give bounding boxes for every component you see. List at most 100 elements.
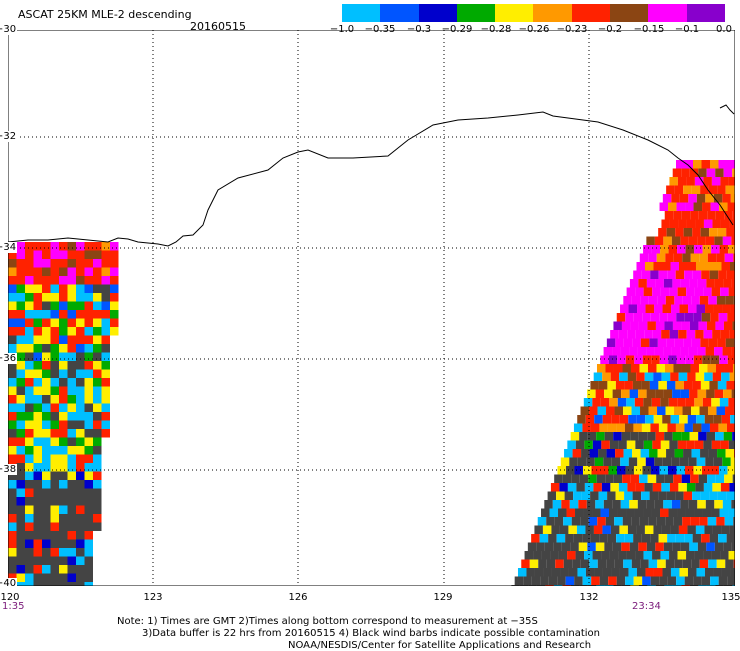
wind-cell: [8, 259, 17, 268]
wind-cell: [648, 254, 657, 263]
wind-cell: [632, 449, 641, 458]
wind-cell: [25, 395, 34, 404]
wind-cell: [663, 347, 672, 356]
wind-cell: [574, 534, 583, 543]
wind-cell: [629, 347, 638, 356]
wind-cell: [727, 313, 735, 322]
wind-cell: [68, 472, 77, 481]
wind-cell: [17, 395, 26, 404]
wind-cell: [42, 378, 51, 387]
wind-cell: [51, 276, 60, 285]
wind-cell: [51, 361, 60, 370]
wind-cell: [682, 211, 691, 220]
wind-cell: [535, 568, 544, 577]
wind-cell: [678, 441, 687, 450]
wind-cell: [574, 466, 583, 475]
wind-cell: [720, 551, 729, 560]
wind-cell: [51, 506, 60, 515]
wind-cell: [688, 568, 697, 577]
wind-cell: [700, 339, 709, 348]
wind-cell: [68, 548, 77, 557]
wind-map: [8, 30, 735, 586]
wind-cell: [42, 514, 51, 523]
scatterometer-cells: [8, 160, 735, 586]
wind-cell: [665, 211, 674, 220]
wind-cell: [675, 339, 684, 348]
wind-cell: [25, 285, 34, 294]
wind-cell: [51, 336, 60, 345]
wind-cell: [606, 560, 615, 569]
wind-cell: [8, 421, 17, 430]
wind-cell: [25, 506, 34, 515]
coastline-east: [720, 105, 734, 114]
wind-cell: [34, 429, 43, 438]
wind-cell: [85, 319, 94, 328]
wind-cell: [707, 475, 716, 484]
wind-cell: [629, 305, 638, 314]
wind-cell: [85, 251, 94, 260]
wind-cell: [581, 449, 590, 458]
colorbar-swatch: [380, 4, 418, 22]
wind-cell: [663, 237, 672, 246]
wind-cell: [680, 237, 689, 246]
wind-cell: [68, 361, 77, 370]
wind-cell: [717, 407, 726, 416]
wind-cell: [694, 245, 703, 254]
wind-cell: [629, 500, 638, 509]
colorbar-swatch: [495, 4, 533, 22]
wind-cell: [8, 429, 17, 438]
wind-cell: [51, 242, 60, 251]
wind-cell: [59, 514, 68, 523]
wind-cell: [621, 500, 630, 509]
wind-cell: [669, 509, 678, 518]
wind-cell: [696, 262, 705, 271]
wind-cell: [724, 364, 733, 373]
wind-cell: [563, 475, 572, 484]
wind-cell: [614, 475, 623, 484]
wind-cell: [679, 415, 688, 424]
wind-cell: [722, 305, 731, 314]
wind-cell: [531, 534, 540, 543]
wind-cell: [76, 268, 85, 277]
wind-cell: [8, 506, 17, 515]
wind-cell: [695, 441, 704, 450]
wind-cell: [718, 492, 727, 501]
wind-cell: [76, 540, 85, 549]
wind-cell: [727, 424, 735, 433]
wind-cell: [51, 268, 60, 277]
wind-cell: [726, 492, 735, 501]
wind-cell: [730, 526, 735, 535]
wind-cell: [76, 344, 85, 353]
lat-label: −30: [0, 24, 17, 35]
wind-cell: [85, 302, 94, 311]
wind-cell: [690, 475, 699, 484]
wind-cell: [730, 415, 735, 424]
wind-cell: [593, 483, 602, 492]
wind-cell: [559, 483, 568, 492]
wind-cell: [723, 390, 732, 399]
wind-cell: [707, 211, 716, 220]
wind-cell: [628, 415, 637, 424]
wind-cell: [731, 458, 735, 467]
wind-cell: [680, 194, 689, 203]
wind-cell: [695, 330, 704, 339]
coastline: [8, 112, 733, 246]
wind-cell: [667, 271, 676, 280]
lon-label: 132: [579, 592, 598, 603]
wind-cell: [17, 302, 26, 311]
wind-cell: [581, 407, 590, 416]
wind-cell: [719, 577, 728, 586]
wind-cell: [76, 531, 85, 540]
wind-cell: [59, 285, 68, 294]
wind-cell: [700, 449, 709, 458]
wind-cell: [85, 370, 94, 379]
wind-cell: [76, 251, 85, 260]
wind-cell: [608, 534, 617, 543]
wind-cell: [25, 344, 34, 353]
wind-cell: [706, 347, 715, 356]
wind-cell: [637, 458, 646, 467]
wind-cell: [633, 492, 642, 501]
wind-cell: [607, 449, 616, 458]
wind-cell: [540, 534, 549, 543]
wind-cell: [670, 483, 679, 492]
